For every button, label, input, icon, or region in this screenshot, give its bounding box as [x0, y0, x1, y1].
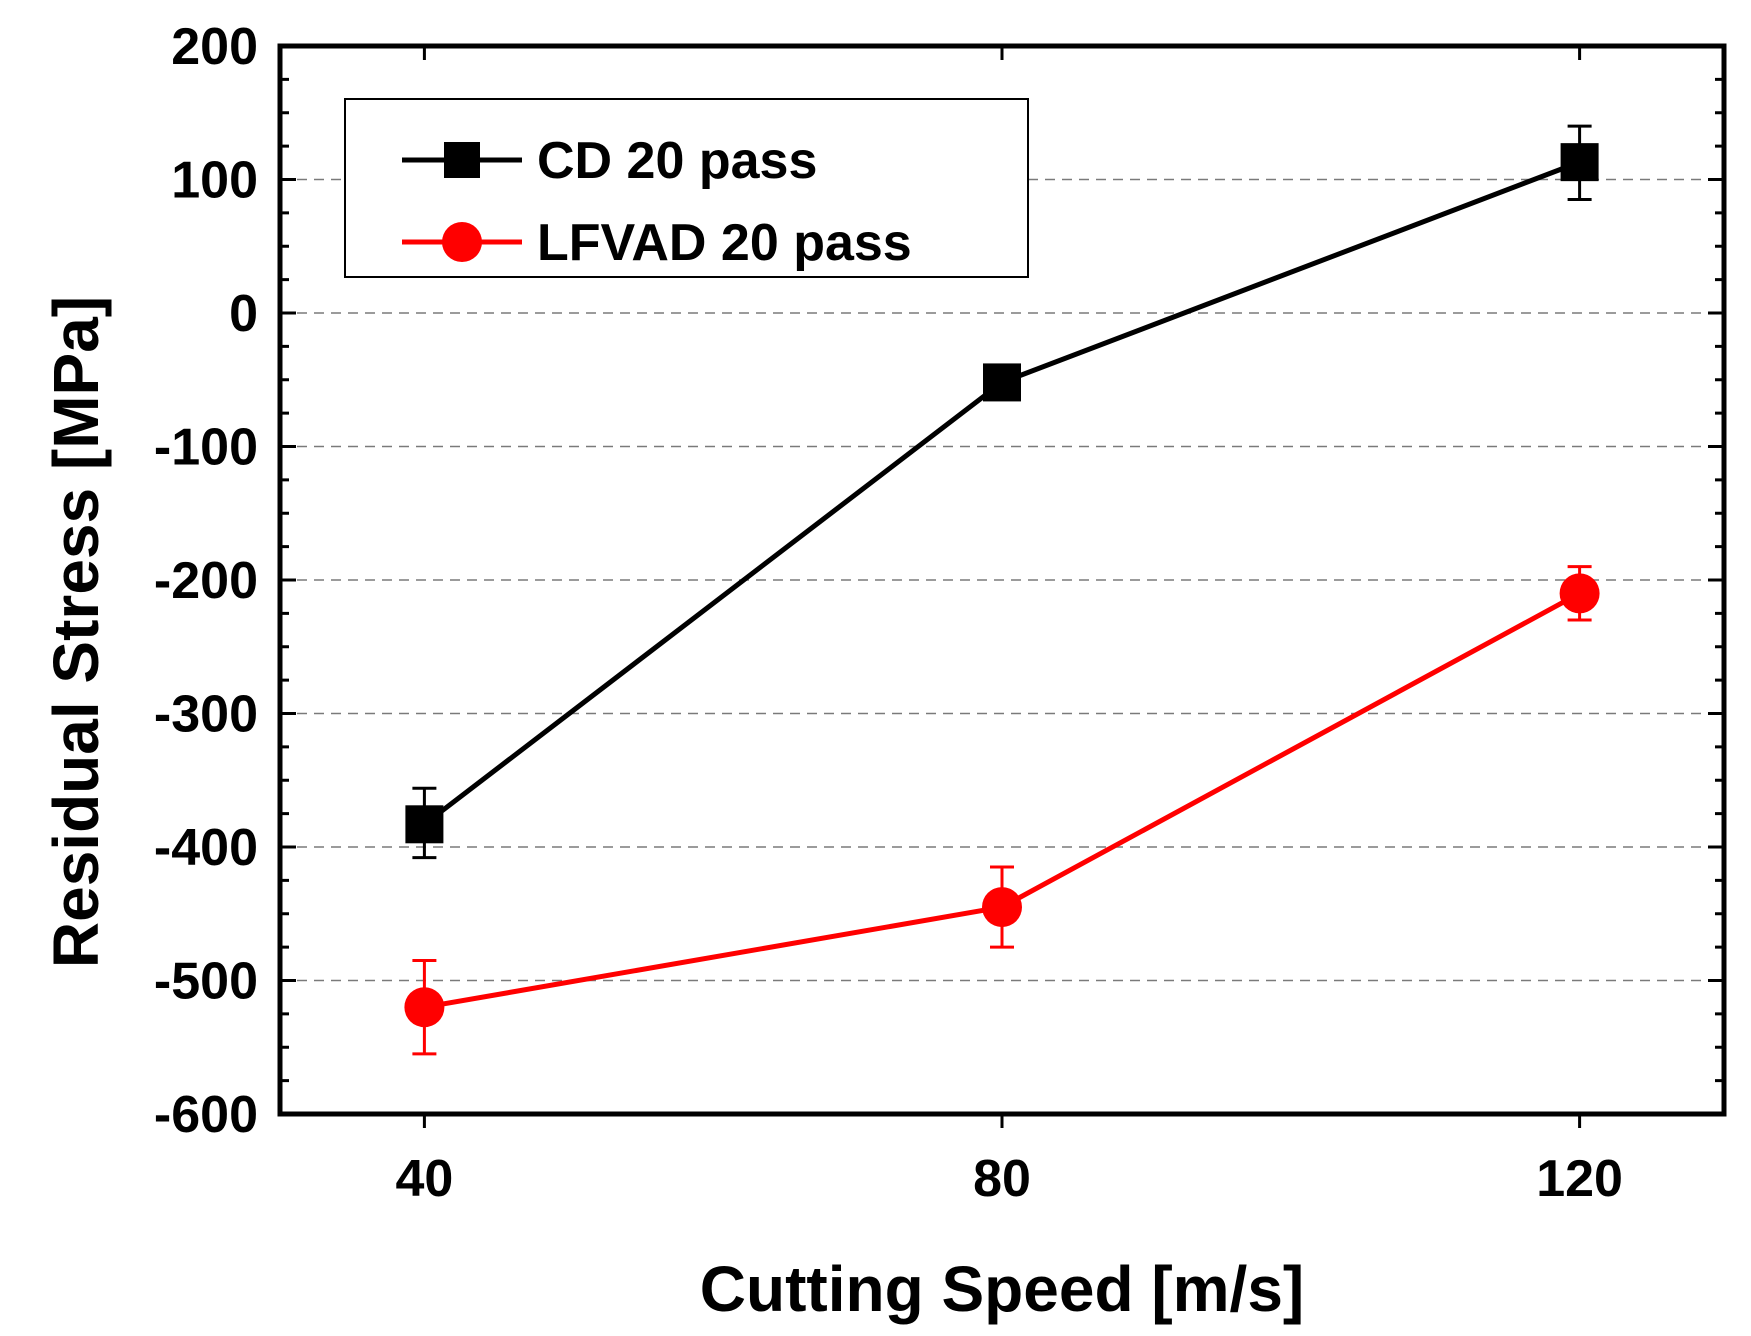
legend-label-lfvad: LFVAD 20 pass — [537, 214, 912, 272]
x-axis-title: Cutting Speed [m/s] — [700, 1253, 1304, 1325]
y-tick-labels: -600 -500 -400 -300 -200 -100 0 100 200 — [154, 18, 258, 1144]
y-tick-label: 100 — [171, 152, 258, 210]
y-tick-label: -300 — [154, 686, 258, 744]
series-lfvad-20-pass — [404, 565, 1600, 1056]
data-point-circle — [982, 887, 1022, 928]
data-point-square — [983, 363, 1021, 402]
y-tick-label: -500 — [154, 953, 258, 1011]
data-point-square — [1560, 143, 1599, 182]
x-tick-label: 120 — [1536, 1150, 1623, 1208]
x-tick-labels: 40 80 120 — [395, 1150, 1623, 1208]
y-tick-label: -200 — [154, 552, 258, 610]
y-tick-label: -100 — [154, 419, 258, 477]
y-tick-label: 0 — [229, 285, 258, 343]
y-axis-title: Residual Stress [MPa] — [40, 296, 112, 968]
series-layer — [404, 124, 1600, 1056]
legend-marker-cd — [444, 142, 480, 178]
x-tick-label: 80 — [973, 1150, 1031, 1208]
series-cd-20-pass — [405, 124, 1599, 860]
gridlines — [280, 178, 1724, 982]
legend: CD 20 pass LFVAD 20 pass — [344, 98, 1029, 278]
y-tick-label: -400 — [154, 819, 258, 877]
x-tick-label: 40 — [395, 1150, 453, 1208]
legend-marker-lfvad — [442, 222, 482, 262]
plot-frame — [277, 43, 1727, 1117]
data-point-square — [405, 805, 444, 844]
y-tick-label: 200 — [171, 18, 258, 76]
data-point-circle — [1559, 573, 1600, 614]
y-tick-label: -600 — [154, 1086, 258, 1144]
legend-label-cd: CD 20 pass — [537, 132, 817, 190]
data-point-circle — [404, 987, 445, 1028]
